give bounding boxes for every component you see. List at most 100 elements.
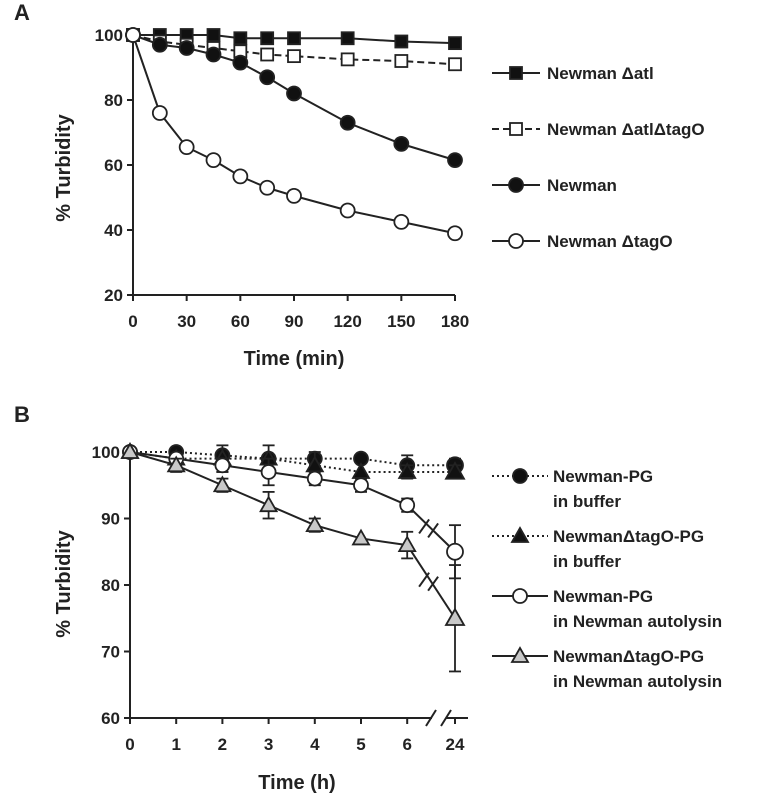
panel-a-x-tick-label: 90 [285, 312, 304, 331]
panel-a-x-tick-label: 150 [387, 312, 415, 331]
data-point [287, 49, 301, 64]
panel-b-axis-break-mark [425, 709, 437, 727]
legend-label: Newman [547, 176, 617, 195]
panel-a-legend-entry: Newman Δatl [492, 64, 654, 83]
series-line-break-segment [406, 544, 456, 619]
data-point [444, 607, 466, 626]
data-point [259, 69, 276, 86]
legend-label-line-1: NewmanΔtagO-PG [553, 647, 704, 666]
panel-b-y-axis-title: % Turbidity [53, 529, 75, 637]
panel-a-legend-entry: Newman [492, 176, 617, 195]
data-point [447, 152, 463, 169]
legend-label: Newman ΔtagO [547, 232, 673, 251]
data-point [399, 497, 416, 514]
panel-b-legend: Newman-PG in buffer NewmanΔtagO-PG in buffe… [492, 467, 722, 691]
panel-b-legend-entry: NewmanΔtagO-PG in Newman autolysin [492, 646, 722, 691]
data-point [397, 535, 417, 552]
data-point [232, 54, 249, 71]
panel-a-legend-entry: Newman ΔatlΔtagO [492, 120, 705, 139]
data-point [340, 52, 355, 67]
data-point [340, 31, 355, 46]
panel-b-x-tick-label: 2 [218, 735, 227, 754]
series-break-mark [418, 518, 430, 535]
data-point [287, 31, 301, 46]
series-line [132, 34, 456, 66]
data-point [214, 457, 231, 474]
series-line [132, 34, 456, 235]
panel-a-legend-entry: Newman ΔtagO [492, 232, 673, 251]
data-point [446, 542, 464, 561]
data-point [259, 495, 279, 513]
series-line-break-segment [406, 504, 456, 553]
panel-b-x-tick-label: 24 [446, 735, 465, 754]
panel-a: A 20 40 60 80 100 0 30 60 90 120 150 180 Time (min)%… [14, 0, 705, 370]
panel-b-series-3 [122, 444, 464, 580]
panel-b-legend-entry: Newman-PG in Newman autolysin [492, 587, 722, 631]
data-point [212, 475, 232, 493]
data-point [305, 515, 325, 533]
data-point [151, 105, 168, 121]
panel-a-label: A [14, 0, 30, 25]
panel-a-y-tick-label: 100 [95, 26, 123, 45]
legend-label-line-1: Newman-PG [553, 587, 653, 606]
panel-a-x-tick-label: 0 [128, 312, 137, 331]
panel-b-x-tick-label: 5 [356, 735, 365, 754]
panel-b-series-4 [120, 442, 466, 673]
data-point [448, 57, 462, 72]
panel-a-series-4 [125, 27, 463, 242]
data-point [339, 202, 356, 219]
data-point [260, 31, 275, 46]
legend-label: Newman ΔatlΔtagO [547, 120, 705, 139]
data-point [178, 139, 195, 156]
legend-label-line-1: NewmanΔtagO-PG [553, 527, 704, 546]
panel-a-x-axis-title: Time (min) [244, 348, 345, 370]
legend-marker [512, 588, 528, 604]
data-point [151, 36, 168, 53]
panel-a-axes: 20 40 60 80 100 0 30 60 90 120 150 180 Time (min) % T… [53, 26, 469, 370]
panel-a-series-3 [125, 27, 463, 169]
panel-a-y-tick-label: 80 [104, 91, 123, 110]
panel-b-x-tick-label: 4 [310, 735, 320, 754]
panel-b: B 60 70 80 90 100 0 1 2 3 4 5 6 24 Time (h) % Turbidit… [14, 402, 722, 794]
legend-marker [510, 646, 530, 663]
data-point [166, 455, 186, 473]
data-point [393, 135, 410, 152]
legend-marker [508, 233, 524, 249]
panel-a-legend: Newman Δatl Newman ΔatlΔtagO Newman Newman … [492, 64, 705, 251]
series-break-mark [427, 576, 439, 592]
panel-b-x-tick-label: 3 [264, 735, 273, 754]
data-point [351, 528, 371, 546]
panel-b-axes: 60 70 80 90 100 0 1 2 3 4 5 6 24 Time (h) % Turbidity [53, 443, 468, 794]
data-point [232, 168, 249, 185]
panel-b-series [120, 442, 466, 673]
panel-b-y-tick-label: 80 [101, 576, 120, 595]
series-line [133, 34, 456, 45]
data-point [286, 85, 302, 102]
panel-b-x-tick-label: 0 [125, 735, 134, 754]
series-break-mark [418, 572, 430, 588]
panel-a-y-tick-label: 60 [104, 156, 123, 175]
series-line [132, 34, 456, 162]
legend-marker [509, 66, 523, 80]
data-point [444, 461, 466, 480]
legend-marker [510, 526, 530, 543]
data-point [233, 31, 248, 46]
data-point [120, 442, 140, 459]
data-point [448, 36, 462, 51]
data-point [260, 47, 275, 62]
data-point [260, 464, 277, 480]
panel-b-x-axis-title: Time (h) [258, 772, 335, 794]
data-point [125, 27, 141, 43]
data-point [394, 54, 409, 68]
legend-label-line-1: Newman-PG [553, 467, 653, 486]
legend-label-line-2: in buffer [553, 552, 621, 571]
panel-a-x-tick-label: 120 [333, 312, 361, 331]
panel-a-y-axis-title: % Turbidity [53, 113, 75, 221]
panel-b-x-tick-label: 1 [171, 735, 180, 754]
legend-label-line-2: in buffer [553, 492, 621, 511]
legend-label-line-2: in Newman autolysin [553, 612, 722, 631]
data-point [205, 152, 222, 169]
data-point [393, 213, 410, 230]
data-point [397, 462, 417, 479]
